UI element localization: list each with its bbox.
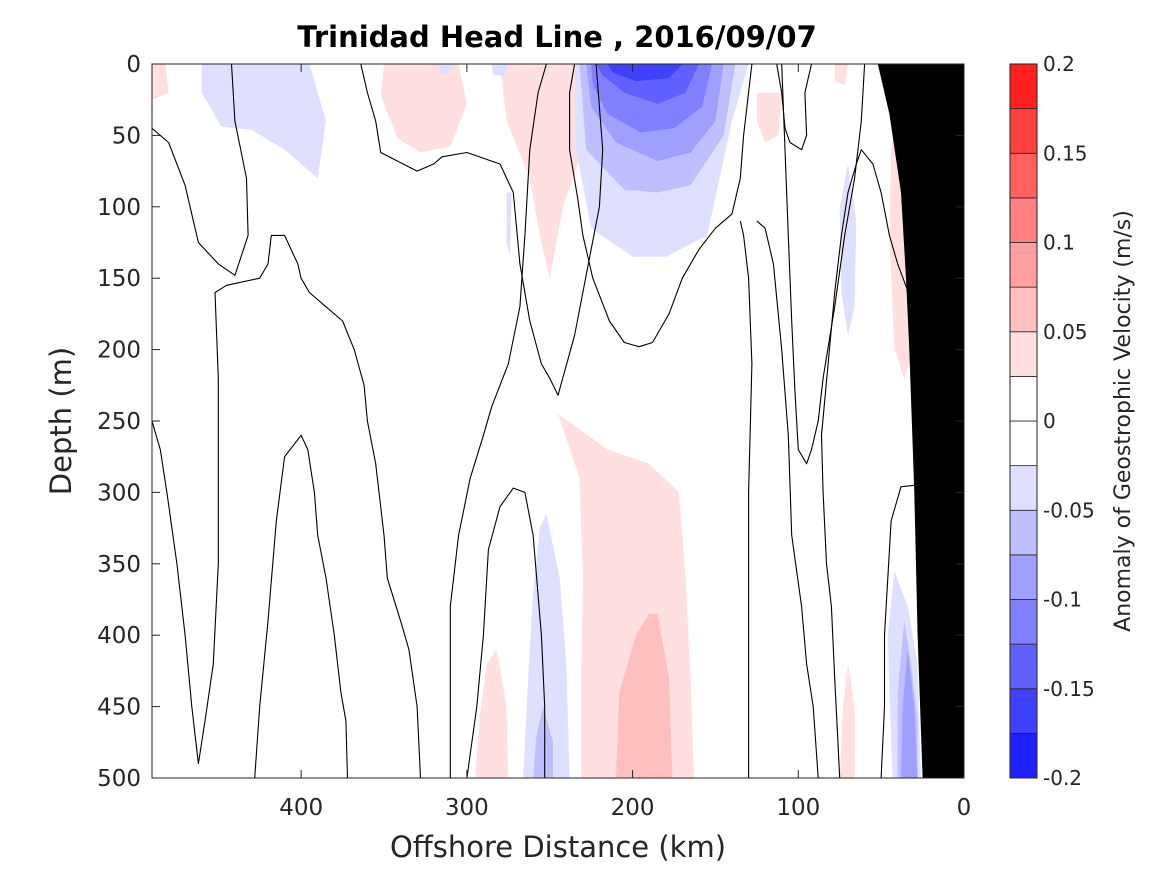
y-tick-label: 150: [97, 266, 141, 292]
zero-contour-1: [152, 234, 422, 778]
colorbar-bin: [1009, 688, 1038, 734]
anomaly-patch-19: [834, 64, 848, 86]
zero-contour-4: [466, 487, 546, 778]
y-tick-label: 50: [112, 123, 141, 149]
colorbar-tick-label: -0.2: [1043, 766, 1082, 790]
anomaly-patch-17: [506, 192, 512, 257]
y-tick-label: 100: [97, 195, 141, 221]
colorbar-bin: [1009, 732, 1038, 779]
x-tick-label: 300: [445, 795, 489, 821]
bathymetry: [877, 64, 964, 778]
colorbar-tick-label: -0.15: [1043, 677, 1095, 701]
zero-contour-9: [739, 220, 753, 778]
x-tick-label: 100: [776, 795, 820, 821]
zero-contour-12: [880, 484, 915, 778]
y-axis-label: Depth (m): [44, 347, 78, 495]
colorbar-bin: [1009, 465, 1038, 511]
colorbar-bin: [1009, 554, 1038, 600]
anomaly-patch-4: [500, 64, 583, 279]
colorbar-tick-label: 0.2: [1043, 52, 1075, 76]
colorbar-tick-label: 0: [1043, 409, 1056, 433]
anomaly-patch-26: [533, 706, 553, 778]
anomaly-patch-21: [839, 164, 857, 336]
anomaly-patch-16: [491, 64, 509, 76]
x-axis-label: Offshore Distance (km): [390, 830, 726, 864]
x-tick-label: 400: [279, 795, 323, 821]
anomaly-patch-13: [607, 64, 683, 82]
zero-contour-10: [781, 64, 866, 465]
y-tick-label: 500: [97, 766, 141, 792]
anomaly-patch-27: [839, 663, 855, 778]
y-tick-label: 350: [97, 552, 141, 578]
y-tick-label: 400: [97, 623, 141, 649]
y-axis-ticks: 0 50 100 150 200 250 300 350 400 450 500: [97, 52, 964, 792]
colorbar-bin: [1009, 286, 1038, 333]
colorbar-bin: [1009, 599, 1038, 645]
colorbar-tick-label: -0.1: [1043, 588, 1082, 612]
y-tick-label: 0: [126, 52, 141, 78]
colorbar-bin: [1009, 509, 1038, 556]
seafloor-shape: [877, 64, 964, 778]
y-tick-label: 300: [97, 480, 141, 506]
anomaly-patch-24: [475, 649, 509, 778]
zero-contour-0: [152, 64, 249, 276]
colorbar-frame: [1009, 63, 1038, 779]
x-tick-label: 200: [611, 795, 655, 821]
anomaly-patch-5: [152, 64, 169, 100]
zero-contour-8: [756, 220, 819, 778]
zero-contour-2: [254, 434, 349, 778]
zero-contour-5: [449, 64, 547, 778]
zero-contour-7: [776, 64, 813, 151]
colorbar-bin: [1009, 331, 1038, 377]
colorbar-tick-label: 0.05: [1043, 320, 1088, 344]
anomaly-patch-25: [523, 513, 570, 778]
colorbar-bin: [1009, 63, 1038, 110]
colorbar-bin: [1009, 242, 1038, 288]
colorbar-tick-label: 0.1: [1043, 231, 1075, 255]
anomaly-patch-1: [380, 64, 467, 153]
colorbar-bin: [1009, 420, 1038, 467]
anomaly-patch-18: [756, 92, 782, 143]
colorbar-bin: [1009, 643, 1038, 690]
colorbar: 0.2 0.15 0.1 0.05 0 -0.05 -0.1 -0.15 -0.2: [1009, 52, 1095, 790]
colorbar-tick-label: -0.05: [1043, 498, 1095, 522]
chart-title: Trinidad Head Line , 2016/09/07: [297, 20, 817, 54]
anomaly-patch-15: [438, 64, 451, 74]
anomaly-patch-30: [901, 649, 918, 778]
x-tick-label: 0: [957, 795, 972, 821]
zero-contour-3: [360, 64, 604, 396]
colorbar-bin: [1009, 197, 1038, 243]
colorbar-bin: [1009, 375, 1038, 422]
colorbar-bin: [1009, 108, 1038, 154]
zero-contours: [152, 64, 942, 778]
colorbar-label: Anomaly of Geostrophic Velocity (m/s): [1111, 210, 1136, 632]
y-tick-label: 450: [97, 695, 141, 721]
y-tick-label: 200: [97, 338, 141, 364]
colorbar-bin: [1009, 152, 1038, 199]
zero-contour-6: [569, 64, 753, 348]
colorbar-tick-label: 0.15: [1043, 141, 1088, 165]
anomaly-patch-23: [616, 613, 673, 778]
x-axis-ticks: 400 300 200 100 0: [279, 64, 971, 821]
zero-contour-11: [820, 149, 919, 778]
y-tick-label: 250: [97, 409, 141, 435]
